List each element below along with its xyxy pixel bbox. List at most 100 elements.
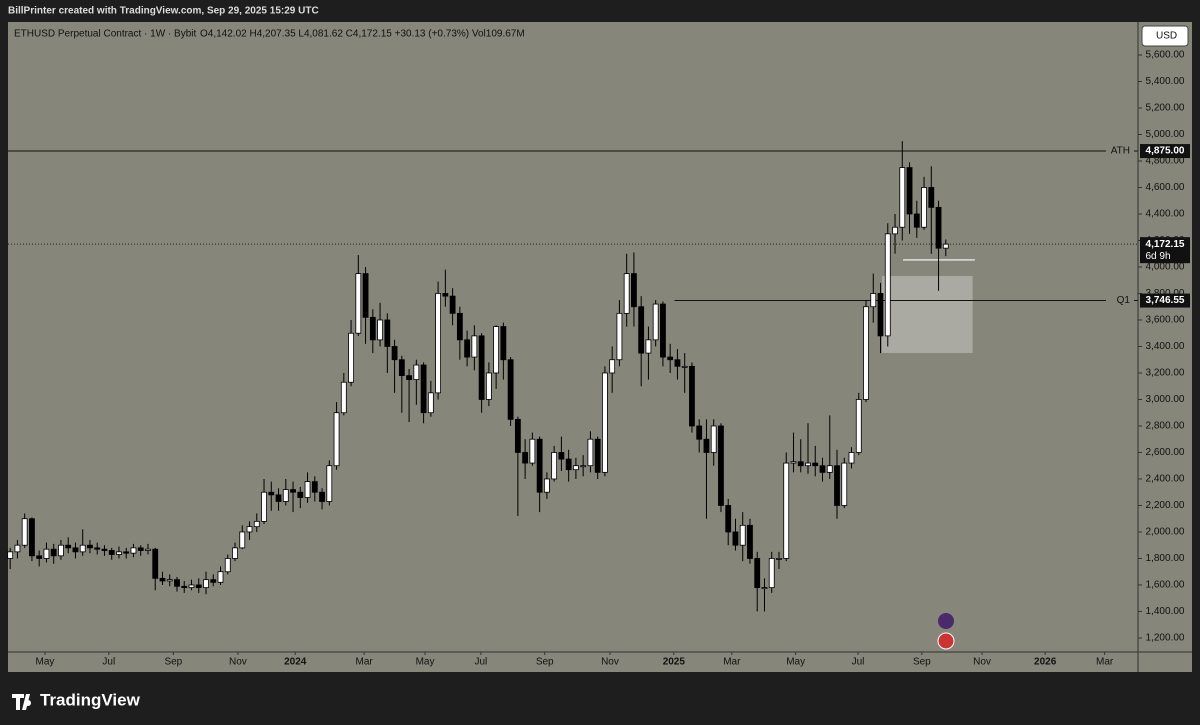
level-label-bg bbox=[1106, 293, 1134, 308]
ohlc-legend: O4,142.02 H4,207.35 L4,081.62 C4,172.15 … bbox=[200, 29, 525, 40]
candle-body bbox=[790, 461, 797, 464]
candle-body bbox=[377, 319, 383, 341]
candle-body bbox=[181, 585, 188, 589]
candle-body bbox=[652, 303, 659, 341]
candle-body bbox=[50, 548, 57, 557]
candle-body bbox=[369, 316, 376, 341]
candle-body bbox=[195, 584, 202, 589]
event-icon[interactable] bbox=[937, 632, 955, 650]
candle-body bbox=[514, 418, 521, 453]
candle-body bbox=[108, 550, 115, 555]
candle-body bbox=[747, 524, 753, 559]
currency[interactable]: USD bbox=[1156, 31, 1177, 42]
x-tick-label: Nov bbox=[973, 657, 991, 668]
candle-body bbox=[689, 365, 695, 427]
candle-body bbox=[710, 425, 717, 453]
candle-body bbox=[551, 452, 558, 480]
candle-body bbox=[754, 558, 761, 589]
candle-body bbox=[863, 306, 869, 400]
y-tick-label: 3,200.00 bbox=[1146, 368, 1185, 379]
candle-body bbox=[739, 524, 746, 546]
event-icon[interactable] bbox=[938, 613, 954, 629]
level-tag-label: 4,875.00 bbox=[1146, 146, 1185, 157]
x-tick-label: Jul bbox=[852, 657, 865, 668]
candle-body bbox=[101, 548, 108, 551]
candle-body bbox=[761, 587, 768, 590]
x-tick-label: Sep bbox=[536, 657, 554, 668]
x-tick-label: 2024 bbox=[284, 657, 307, 668]
y-tick-label: 5,400.00 bbox=[1146, 76, 1185, 87]
candle-body bbox=[725, 505, 732, 533]
x-tick-label: May bbox=[786, 657, 805, 668]
candle-body bbox=[442, 293, 449, 297]
candle-body bbox=[884, 233, 891, 337]
candle-body bbox=[413, 364, 420, 380]
candle-body bbox=[311, 481, 318, 493]
candle-body bbox=[261, 491, 267, 522]
candle-body bbox=[826, 465, 833, 473]
candle-body bbox=[87, 544, 93, 549]
candle-body bbox=[580, 465, 587, 468]
candle-body bbox=[152, 548, 159, 579]
candle-body bbox=[609, 359, 616, 374]
candle-body bbox=[297, 491, 304, 498]
zone bbox=[881, 275, 973, 353]
candle-body bbox=[645, 339, 652, 354]
candle-body bbox=[435, 293, 441, 394]
candle-body bbox=[275, 494, 282, 502]
y-tick-label: 2,600.00 bbox=[1146, 447, 1185, 458]
plot-background bbox=[8, 22, 1192, 672]
logo bbox=[12, 694, 32, 710]
candle-body bbox=[72, 547, 79, 553]
candle-body bbox=[58, 544, 64, 557]
x-tick-label: Sep bbox=[913, 657, 931, 668]
countdown: 6d 9h bbox=[1145, 251, 1170, 262]
y-tick-label: 1,600.00 bbox=[1146, 580, 1185, 591]
currency-button[interactable] bbox=[1141, 25, 1189, 47]
candle-body bbox=[116, 551, 122, 555]
brand: TradingView bbox=[40, 690, 141, 709]
candle-body bbox=[478, 335, 485, 400]
candle-body bbox=[203, 579, 209, 589]
x-tick-label: Nov bbox=[229, 657, 247, 668]
level-tag bbox=[1140, 144, 1190, 159]
candle-body bbox=[500, 326, 507, 361]
candle-body bbox=[355, 273, 362, 334]
x-tick-label: Nov bbox=[601, 657, 619, 668]
y-tick-label: 5,000.00 bbox=[1146, 129, 1185, 140]
candle-body bbox=[623, 273, 630, 314]
candle-body bbox=[921, 187, 927, 228]
candle-body bbox=[573, 465, 579, 471]
header: BillPrinter created with TradingView.com… bbox=[8, 6, 319, 17]
candle-body bbox=[130, 547, 137, 554]
candle-body bbox=[174, 579, 180, 587]
candle-body bbox=[485, 372, 492, 400]
x-tick-label: May bbox=[36, 657, 55, 668]
candle-body bbox=[841, 462, 848, 506]
x-tick-label: Mar bbox=[1096, 657, 1114, 668]
candle-body bbox=[703, 438, 710, 453]
y-tick-label: 3,000.00 bbox=[1146, 394, 1185, 405]
candle-body bbox=[667, 356, 674, 361]
candle-body bbox=[942, 243, 949, 249]
level-tag bbox=[1140, 293, 1190, 308]
candle-body bbox=[855, 399, 862, 453]
candle-body bbox=[805, 462, 811, 467]
x-tick-label: May bbox=[416, 657, 435, 668]
candle-body bbox=[587, 438, 594, 467]
candle-body bbox=[696, 425, 703, 440]
candle-body bbox=[870, 293, 877, 308]
y-tick-label: 4,000.00 bbox=[1146, 262, 1185, 273]
y-tick-label: 3,400.00 bbox=[1146, 341, 1185, 352]
candle-body bbox=[232, 547, 238, 559]
candle-body bbox=[123, 551, 130, 554]
candle-body bbox=[892, 226, 898, 235]
candle-body bbox=[522, 452, 529, 464]
candle-body bbox=[406, 375, 412, 380]
y-tick-label: 1,800.00 bbox=[1146, 553, 1185, 564]
candle-body bbox=[718, 425, 724, 506]
candle-body bbox=[594, 438, 601, 473]
y-tick-label: 2,800.00 bbox=[1146, 421, 1185, 432]
candle-body bbox=[797, 461, 804, 467]
candle-body bbox=[877, 293, 884, 337]
